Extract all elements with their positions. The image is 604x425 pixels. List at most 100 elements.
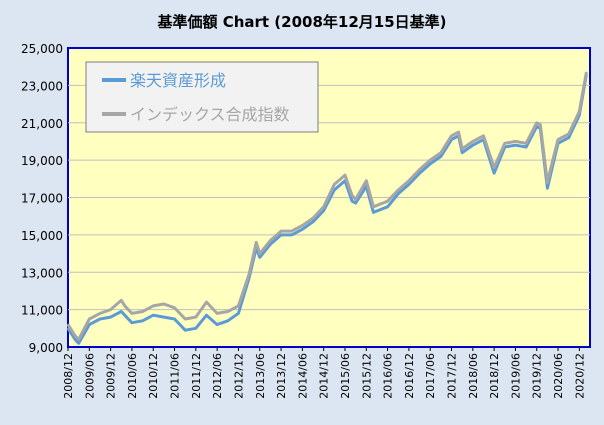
series-1-point — [567, 133, 570, 135]
series-1-point — [408, 179, 410, 182]
series-1-point — [216, 312, 218, 315]
series-0-point — [124, 314, 126, 317]
x-tick-label: 2014/12 — [318, 353, 331, 399]
y-tick-label: 15,000 — [21, 229, 63, 243]
series-0-point — [195, 327, 197, 330]
series-1-point — [74, 335, 76, 337]
legend-label: インデックス合成指数 — [130, 105, 290, 124]
series-1-point — [386, 200, 389, 202]
x-tick-label: 2011/06 — [169, 353, 182, 399]
series-1-point — [550, 166, 552, 169]
series-0-point — [77, 342, 80, 345]
series-0-point — [397, 193, 400, 195]
series-1-point — [333, 183, 336, 186]
y-tick-label: 13,000 — [21, 266, 63, 280]
series-0-point — [88, 323, 91, 326]
x-tick-label: 2009/06 — [83, 353, 96, 399]
series-0-point — [493, 172, 495, 174]
series-1-point — [77, 338, 80, 341]
x-tick-label: 2010/06 — [126, 353, 139, 399]
series-1-point — [525, 142, 527, 145]
series-1-point — [457, 131, 460, 133]
series-1-point — [461, 148, 464, 150]
x-tick-label: 2009/12 — [105, 353, 118, 399]
series-0-point — [386, 206, 389, 208]
x-tick-label: 2012/12 — [232, 353, 245, 399]
x-tick-label: 2014/06 — [296, 353, 309, 399]
series-layer — [66, 71, 588, 345]
series-1-point — [269, 239, 272, 242]
series-0-point — [120, 310, 123, 313]
series-0-point — [472, 144, 474, 146]
series-1-point — [365, 179, 368, 182]
x-tick-label: 2017/12 — [446, 353, 459, 399]
series-0-point — [173, 318, 176, 320]
series-0-point — [184, 329, 186, 332]
x-tick-label: 2020/06 — [552, 353, 565, 399]
series-1-point — [578, 110, 581, 113]
series-1-point — [237, 305, 240, 307]
series-0-point — [372, 211, 375, 214]
series-1-point — [322, 206, 325, 208]
x-tick-label: 2016/06 — [382, 353, 395, 399]
series-0-point — [131, 321, 133, 324]
grid-layer — [68, 84, 590, 311]
y-tick-label: 17,000 — [21, 192, 63, 206]
x-tick-label: 2013/06 — [254, 353, 267, 399]
series-0-point — [461, 151, 464, 154]
series-1-point — [67, 323, 69, 326]
series-1-point — [482, 135, 485, 137]
series-0-point — [237, 312, 240, 315]
y-tick-label: 21,000 — [21, 117, 63, 131]
series-1-point — [131, 312, 133, 315]
series-0-point — [141, 320, 144, 322]
series-0-point — [269, 243, 272, 245]
x-tick-label: 2018/06 — [467, 353, 480, 399]
series-0-point — [216, 323, 218, 326]
series-1-point — [440, 151, 442, 154]
x-tick-label: 2015/12 — [360, 353, 373, 399]
legend-box — [85, 61, 319, 133]
series-1-point — [397, 189, 400, 191]
series-1-point — [280, 230, 282, 232]
series-1-point — [99, 312, 101, 315]
series-0-point — [301, 228, 304, 231]
series-0-point — [109, 316, 112, 318]
series-1-point — [493, 166, 495, 169]
series-1-point — [227, 310, 229, 313]
series-1-point — [539, 123, 542, 126]
x-tick-label: 2019/06 — [509, 353, 522, 399]
series-0-point — [259, 256, 261, 259]
series-0-point — [418, 172, 421, 174]
series-1-point — [546, 181, 549, 184]
series-0-point — [227, 320, 229, 322]
series-0-point — [514, 144, 517, 146]
x-axis: 2008/12 2009/06 2009/12 2010/06 2010/12 2011/… — [62, 347, 586, 399]
series-0-point — [351, 200, 353, 202]
x-tick-label: 2018/12 — [488, 353, 501, 399]
x-tick-label: 2016/12 — [403, 353, 416, 399]
series-0-point — [152, 314, 154, 317]
x-tick-label: 2013/12 — [275, 353, 288, 399]
y-tick-label: 25,000 — [21, 42, 63, 56]
series-0-point — [290, 234, 293, 236]
y-tick-label: 23,000 — [21, 79, 63, 93]
series-1-point — [535, 122, 538, 124]
series-0-point — [280, 234, 282, 236]
y-axis: 9,000 11,000 13,000 15,000 17,000 19,000 21,00… — [21, 42, 63, 355]
series-1-point — [312, 217, 314, 219]
series-1-point — [450, 135, 453, 137]
series-0-point — [74, 338, 76, 341]
series-1-point — [141, 310, 144, 313]
x-tick-label: 2010/12 — [147, 353, 160, 399]
series-0-point — [312, 221, 314, 223]
series-1-point — [259, 252, 261, 255]
series-0-point — [322, 209, 325, 212]
series-1-point — [290, 230, 293, 232]
series-1-point — [255, 241, 257, 244]
series-0-point — [354, 202, 357, 204]
series-1-point — [354, 198, 357, 201]
series-1-point — [184, 318, 186, 320]
